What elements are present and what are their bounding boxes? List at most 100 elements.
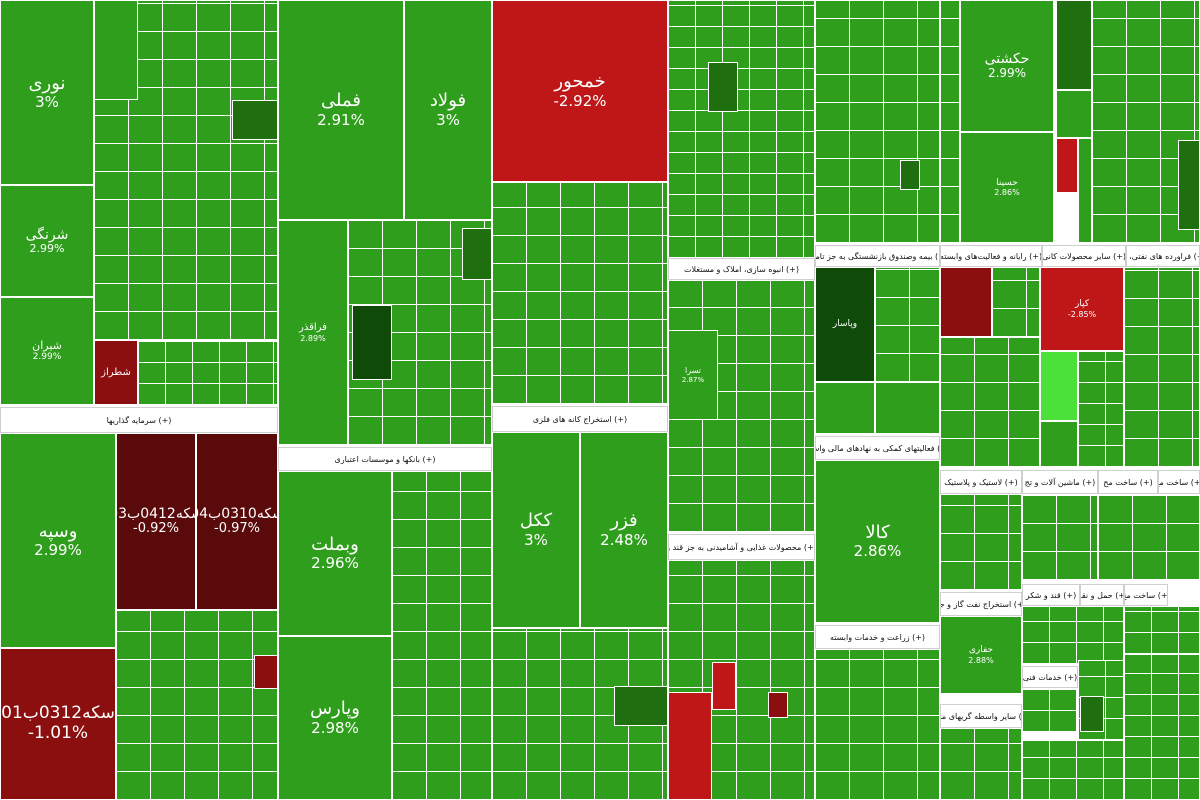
sector-header[interactable]: استخراج کانه های فلزی (+) <box>492 406 668 432</box>
tile-small[interactable] <box>232 100 278 140</box>
sector-header[interactable]: بیمه وصندوق بازنشستگی به جز تامین (+) <box>815 245 940 267</box>
tile-change: 3% <box>35 93 59 112</box>
sector-header[interactable]: ماشین آلات و تج (+) <box>1022 470 1098 494</box>
small-tiles-group <box>1022 688 1078 732</box>
tile-change: 2.99% <box>987 66 1027 81</box>
sector-header[interactable]: سرمایه گذاریها (+) <box>0 407 278 433</box>
tile-symbol: نوری <box>28 72 66 94</box>
tile-small[interactable] <box>712 662 736 710</box>
tile-small[interactable] <box>668 692 712 800</box>
tile-khodro[interactable]: خمحور -2.92% <box>492 0 668 182</box>
tile-small[interactable] <box>1178 140 1200 230</box>
sector-header[interactable]: سایر محصولات کانی (+) <box>1042 245 1126 267</box>
tile-hakeshti[interactable]: حکشتی 2.99% <box>960 0 1054 132</box>
tile-symbol: فولاد <box>429 90 467 112</box>
tile-vamelat[interactable]: وبملت 2.96% <box>278 471 392 636</box>
sector-header[interactable]: محصولات غذایی و آشامیدنی به جز قند و (+) <box>668 534 815 560</box>
tile-shiran[interactable]: شیران 2.99% <box>0 297 94 405</box>
tile-change: -2.92% <box>553 91 607 110</box>
tile-symbol: شطراز <box>101 366 131 378</box>
small-tiles-group <box>940 494 1022 590</box>
tile-shenaft[interactable]: شطراز <box>94 340 138 405</box>
tile-small[interactable] <box>940 267 992 337</box>
tile-seke0412[interactable]: سکه0412ب03 -0.92% <box>116 433 196 610</box>
tile-kpar[interactable]: کپار -2.85% <box>1040 267 1124 351</box>
tile-seke0310[interactable]: سکه0310ب04 -0.97% <box>196 433 278 610</box>
sector-header[interactable]: رایانه و فعالیت‌های وابسته (+) <box>940 245 1042 267</box>
tile-small[interactable] <box>1056 90 1092 138</box>
sector-header[interactable]: فعالیتهای کمکی به نهادهای مالی واسط (+) <box>815 436 940 460</box>
tile-small[interactable] <box>875 382 940 434</box>
sector-header[interactable]: خدمات فنی (+) <box>1022 666 1078 688</box>
tile-small[interactable] <box>1040 351 1078 421</box>
tile-vasapeh[interactable]: وسپه 2.99% <box>0 433 116 648</box>
tile-fameli[interactable]: فملی 2.91% <box>278 0 404 220</box>
tile-seke0312[interactable]: سکه0312ب01 -1.01% <box>0 648 116 800</box>
tile-symbol: وسپه <box>38 520 78 542</box>
sector-header[interactable]: انبوه سازی، املاک و مستغلات (+) <box>668 258 815 280</box>
tile-small[interactable] <box>352 305 392 380</box>
tile-small[interactable] <box>708 62 738 112</box>
sector-header[interactable]: سایر واسطه گریهای مالی (+) <box>940 704 1022 728</box>
tile-small[interactable] <box>462 228 492 280</box>
tile-tesra[interactable]: تسرا 2.87% <box>668 330 718 420</box>
sector-header[interactable]: ساخت مح (+) <box>1158 470 1200 494</box>
sector-header[interactable]: استخراج نفت گاز و جز (+) <box>940 592 1022 616</box>
small-tiles-group <box>1124 267 1200 467</box>
tile-symbol: تسرا <box>685 366 701 376</box>
small-tiles-group <box>1098 494 1200 580</box>
tile-small[interactable] <box>1040 421 1078 467</box>
small-tiles-group <box>1124 606 1200 654</box>
tile-small[interactable] <box>1056 138 1078 193</box>
sector-header[interactable]: فراورده های نفتی، ک (+) <box>1126 245 1200 267</box>
sector-header[interactable]: ساخت مح (+) <box>1124 584 1168 606</box>
tile-faraghader[interactable]: فراقذر 2.89% <box>278 220 348 445</box>
small-tiles-group <box>492 182 668 404</box>
small-tiles-group <box>815 0 940 243</box>
tile-symbol: شیران <box>32 338 62 352</box>
tile-change: 2.98% <box>311 718 359 737</box>
tile-vapasar[interactable]: وپاسار <box>815 267 875 382</box>
tile-hafari[interactable]: حفاری 2.88% <box>940 616 1022 694</box>
tile-haseena[interactable]: حسینا 2.86% <box>960 132 1054 243</box>
sector-header[interactable]: قند و شکر (+) <box>1022 584 1080 606</box>
small-tiles-group <box>116 610 278 800</box>
tile-small[interactable] <box>94 0 138 100</box>
tile-small[interactable] <box>1078 138 1092 243</box>
tile-change: 2.91% <box>317 110 365 129</box>
tile-foolad[interactable]: فولاد 3% <box>404 0 492 220</box>
tile-symbol: خمحور <box>554 71 606 93</box>
tile-symbol: وپارس <box>310 698 360 720</box>
tile-small[interactable] <box>1080 696 1104 732</box>
tile-small[interactable] <box>768 692 788 718</box>
tile-nori[interactable]: نوری 3% <box>0 0 94 185</box>
tile-shranj[interactable]: شرنگی 2.99% <box>0 185 94 297</box>
small-tiles-group <box>392 471 492 800</box>
tile-symbol: حفاری <box>968 645 994 656</box>
tile-change: -0.92% <box>133 521 179 537</box>
tile-symbol: فزر <box>610 510 638 532</box>
tile-small[interactable] <box>900 160 920 190</box>
sector-header[interactable]: حمل و نقل (+) <box>1080 584 1124 606</box>
tile-kagol[interactable]: ککل 3% <box>492 432 580 628</box>
tile-vepars[interactable]: وپارس 2.98% <box>278 636 392 800</box>
tile-symbol: حسینا <box>996 177 1018 188</box>
tile-change: 2.86% <box>994 188 1020 198</box>
tile-kala[interactable]: کالا 2.86% <box>815 460 940 623</box>
small-tiles-group <box>1022 494 1098 580</box>
tile-symbol: وبملت <box>311 533 359 555</box>
sector-header[interactable]: لاستیک و پلاستیک (+) <box>940 470 1022 494</box>
tile-fazar[interactable]: فزر 2.48% <box>580 432 668 628</box>
sector-header[interactable]: بانکها و موسسات اعتباری (+) <box>278 447 492 471</box>
tile-symbol: شرنگی <box>25 226 69 243</box>
tile-symbol: ککل <box>519 510 553 532</box>
sector-header[interactable]: زراعت و خدمات وابسته (+) <box>815 625 940 649</box>
tile-small[interactable] <box>1056 0 1092 90</box>
tile-symbol: فراقذر <box>299 322 327 334</box>
tile-small[interactable] <box>254 655 278 689</box>
tile-small[interactable] <box>614 686 668 726</box>
tile-symbol: حکشتی <box>984 51 1030 68</box>
small-tiles-group <box>1124 654 1200 800</box>
tile-small[interactable] <box>815 382 875 434</box>
sector-header[interactable]: ساخت مح (+) <box>1098 470 1158 494</box>
